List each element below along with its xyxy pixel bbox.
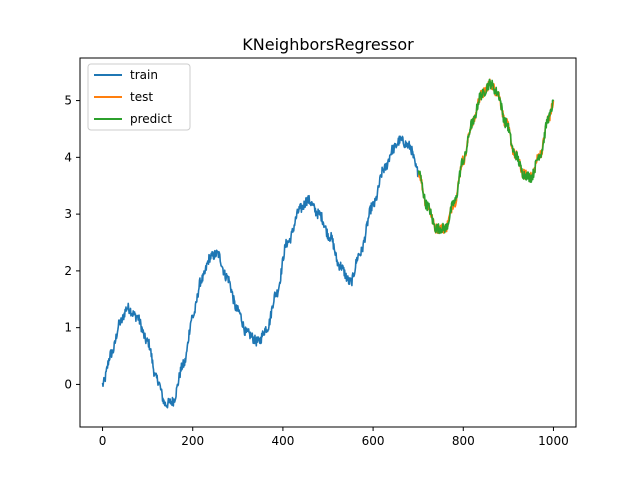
x-tick-label: 600 [362, 434, 385, 448]
legend-label-test: test [130, 90, 153, 104]
x-tick-label: 0 [99, 434, 107, 448]
series-line-predict [417, 78, 555, 235]
series-line-test [417, 78, 555, 235]
x-tick-label: 1000 [538, 434, 569, 448]
axes-layer: 0 200 400 600 800 1000 0 1 2 3 4 5 [64, 57, 577, 448]
y-tick-label: 4 [64, 150, 72, 164]
x-tick-label: 400 [271, 434, 294, 448]
x-tick-label: 200 [181, 434, 204, 448]
x-tick-label: 800 [452, 434, 475, 448]
y-tick-label: 3 [64, 207, 72, 221]
legend: train test predict [87, 63, 191, 131]
chart-title: KNeighborsRegressor [242, 35, 414, 54]
series-line-train [101, 135, 419, 409]
plot-frame [79, 57, 577, 428]
y-tick-label: 5 [64, 94, 72, 108]
legend-label-predict: predict [130, 112, 172, 126]
y-tick-label: 0 [64, 377, 72, 391]
y-tick-label: 2 [64, 264, 72, 278]
legend-label-train: train [130, 68, 158, 82]
legend-box [87, 63, 191, 131]
y-tick-label: 1 [64, 321, 72, 335]
series-layer [101, 78, 555, 409]
